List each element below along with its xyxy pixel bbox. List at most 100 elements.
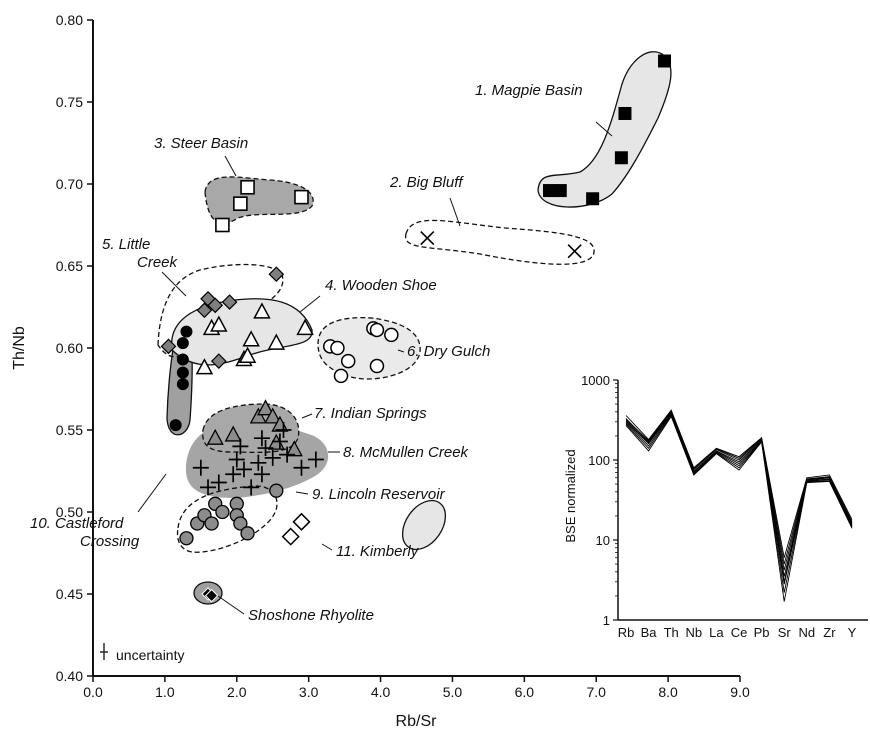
- data-point: [269, 483, 284, 498]
- inset-y-axis-title: BSE normalized: [563, 449, 578, 542]
- leader-line: [217, 595, 245, 615]
- data-point: [658, 54, 672, 68]
- data-point: [221, 294, 238, 310]
- x-tick-label: 1.0: [155, 684, 175, 700]
- data-point: [242, 330, 260, 347]
- inset-x-tick-label: Ba: [641, 625, 658, 640]
- y-tick-label: 0.70: [56, 176, 83, 192]
- data-point: [253, 466, 270, 483]
- x-tick-label: 5.0: [443, 684, 463, 700]
- uncertainty-legend: uncertainty: [100, 643, 184, 663]
- leader-line: [299, 295, 321, 313]
- data-point: [294, 189, 309, 205]
- data-point: [567, 244, 582, 259]
- data-point: [250, 454, 267, 471]
- group-label: 6. Dry Gulch: [407, 343, 490, 360]
- data-point: [160, 338, 177, 355]
- inset-x-tick-label: Nb: [685, 625, 702, 640]
- data-point: [210, 315, 228, 332]
- inset-series-line: [625, 410, 853, 582]
- y-tick-label: 0.75: [56, 94, 83, 110]
- leader-line: [449, 197, 461, 227]
- leader-line: [161, 271, 187, 297]
- field-1: [537, 51, 672, 208]
- data-point: [169, 419, 182, 432]
- data-point: [384, 327, 399, 343]
- data-point: [228, 451, 245, 468]
- inset-y-tick-label: 1: [603, 613, 610, 628]
- inset-series-line: [625, 409, 853, 558]
- inset-series-line: [625, 413, 853, 585]
- data-point: [618, 106, 632, 120]
- data-point: [271, 433, 288, 450]
- data-point: [200, 479, 217, 496]
- inset-x-tick-label: Rb: [618, 625, 635, 640]
- inset-x-tick-label: Th: [664, 625, 679, 640]
- group-label: 3. Steer Basin: [154, 135, 248, 152]
- x-tick-label: 0.0: [83, 684, 103, 700]
- data-point: [279, 446, 296, 463]
- data-point: [614, 151, 628, 165]
- data-point: [180, 325, 193, 338]
- data-point: [215, 217, 230, 233]
- data-point: [225, 466, 242, 483]
- data-point: [264, 449, 281, 466]
- data-point: [275, 422, 292, 438]
- data-point: [340, 353, 356, 369]
- y-tick-label: 0.55: [56, 422, 83, 438]
- x-tick-label: 8.0: [658, 684, 678, 700]
- data-point: [293, 459, 310, 476]
- inset-y-tick-label: 1000: [581, 373, 610, 388]
- x-tick-label: 9.0: [730, 684, 750, 700]
- data-point: [204, 588, 219, 603]
- data-point: [195, 358, 214, 375]
- uncertainty-label: uncertainty: [116, 647, 184, 663]
- main-axes: 0.0 1.0 2.0 3.0 4.0 5.0 6.0 7.0 8.0 9.0 0.40 0.45 0.…: [56, 12, 750, 700]
- inset-series-line: [625, 414, 853, 593]
- group-label: 10. Castleford Crossing: [30, 515, 140, 550]
- data-point: [264, 407, 282, 424]
- group-label: 8. McMullen Creek: [343, 444, 470, 461]
- y-axis-title: Th/Nb: [11, 326, 28, 370]
- data-point: [176, 366, 189, 379]
- data-point: [369, 322, 385, 338]
- data-point: [586, 192, 600, 206]
- data-point: [235, 461, 252, 478]
- leader-line: [295, 491, 309, 495]
- leader-line: [397, 349, 405, 353]
- leader-line: [224, 155, 237, 177]
- data-point: [420, 231, 435, 246]
- field-2: [405, 219, 595, 265]
- y-tick-label: 0.65: [56, 258, 83, 274]
- group-label: 9. Lincoln Reservoir: [312, 486, 446, 503]
- data-point: [296, 318, 314, 336]
- group-label: 7. Indian Springs: [314, 405, 427, 422]
- x-tick-label: 3.0: [299, 684, 319, 700]
- data-point: [330, 340, 345, 356]
- y-tick-label: 0.45: [56, 586, 83, 602]
- data-point: [553, 184, 567, 198]
- data-point: [240, 526, 255, 541]
- data-point: [238, 346, 257, 363]
- group-label: 5. Little Creek: [102, 236, 179, 271]
- data-point: [257, 440, 274, 457]
- group-label: 1. Magpie Basin: [475, 82, 583, 99]
- data-point: [243, 479, 260, 496]
- field-11: [401, 499, 447, 551]
- y-tick-label: 0.50: [56, 504, 83, 520]
- data-point: [206, 428, 224, 445]
- inset-series-line: [625, 410, 853, 565]
- inset-x-tick-label: Zr: [823, 625, 836, 640]
- x-tick-label: 2.0: [227, 684, 247, 700]
- inset-series-line: [625, 412, 853, 577]
- data-point: [210, 353, 227, 369]
- x-tick-label: 7.0: [586, 684, 606, 700]
- data-point: [268, 266, 285, 283]
- inset-series-line: [625, 415, 853, 602]
- data-point: [233, 196, 248, 211]
- data-points: [160, 54, 672, 603]
- data-point: [249, 407, 267, 424]
- data-point: [253, 430, 270, 447]
- group-label-line: 5. Little: [102, 236, 150, 253]
